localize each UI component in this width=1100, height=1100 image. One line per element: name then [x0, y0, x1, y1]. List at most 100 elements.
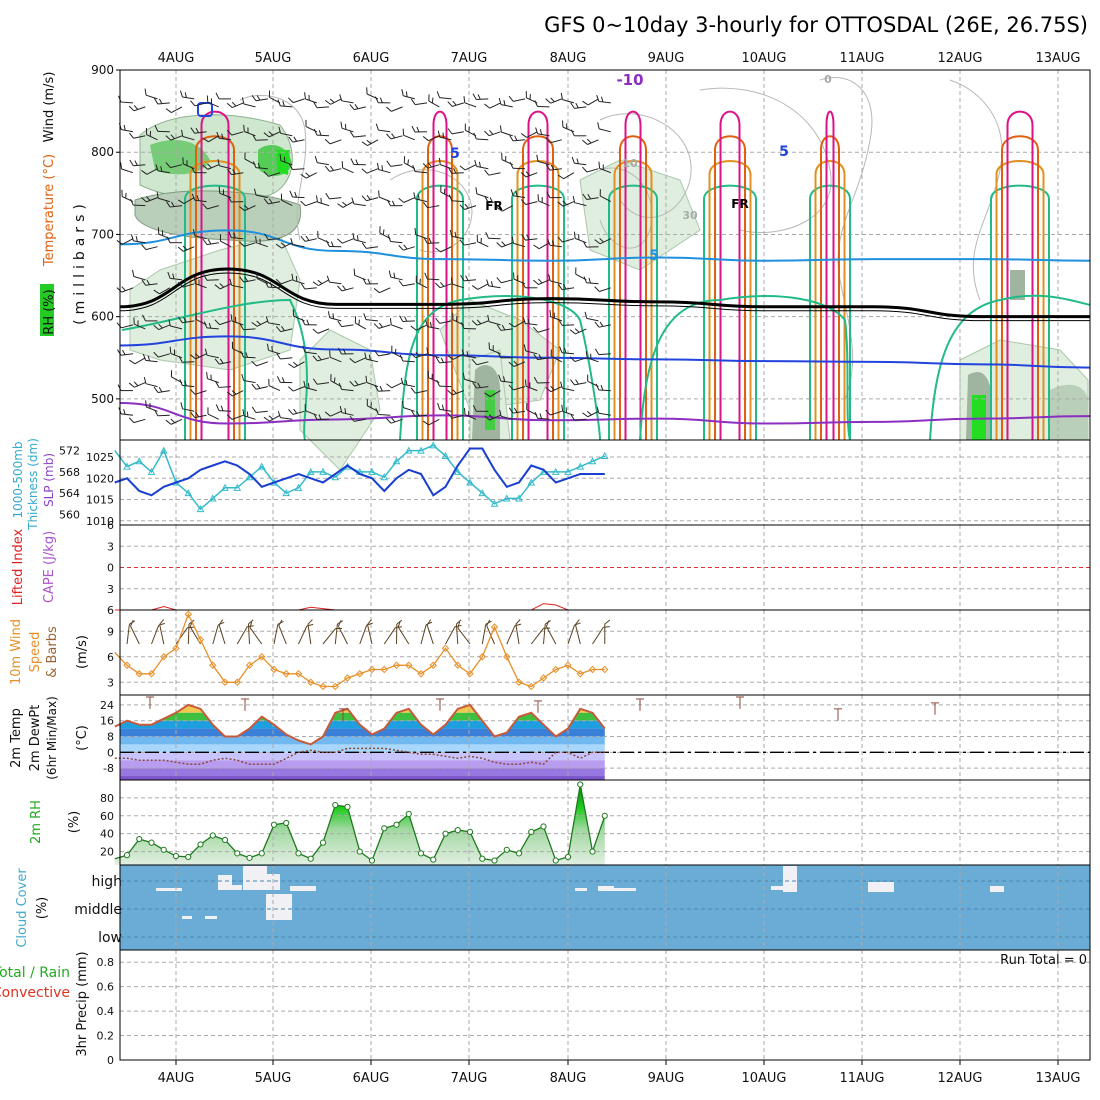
- barb-flag: [191, 166, 195, 173]
- barb-flag: [226, 102, 233, 108]
- thickness-marker: [184, 489, 193, 497]
- wind-barb: [203, 274, 219, 281]
- barb-flag: [195, 312, 197, 320]
- wind-barb: [178, 356, 195, 363]
- barb-flag: [306, 319, 310, 325]
- barb-staff: [316, 134, 330, 137]
- wind-barb: [215, 92, 231, 100]
- wind10-marker: [417, 670, 425, 678]
- barb-flag: [239, 276, 245, 283]
- wind-barb: [596, 94, 611, 104]
- barb-flag: [582, 193, 588, 200]
- barb-flag: [178, 199, 185, 205]
- barb-flag: [259, 238, 261, 245]
- barb-flag: [230, 314, 233, 322]
- wind10-marker: [454, 661, 462, 669]
- wind10-marker: [380, 665, 388, 674]
- barb-flag: [524, 379, 527, 387]
- barb-staff: [562, 410, 575, 416]
- precip-tick-label: 0.8: [97, 956, 115, 969]
- barb-staff: [133, 135, 146, 139]
- wind-barb: [533, 376, 550, 384]
- wind-tick-label: 6: [107, 651, 114, 664]
- barb-flag: [368, 354, 371, 361]
- barb-flag: [210, 98, 213, 104]
- barb-flag: [499, 409, 502, 417]
- wind-barb: [145, 400, 158, 412]
- barb-staff: [366, 168, 379, 174]
- wind10-barb: [396, 619, 403, 645]
- wind-barb: [206, 371, 219, 384]
- wind-barb: [329, 350, 342, 363]
- barb-flag: [426, 619, 432, 626]
- barb-staff: [187, 623, 190, 645]
- barb-staff: [439, 361, 452, 364]
- wind-barb: [214, 319, 232, 326]
- barb-flag: [364, 352, 367, 360]
- wind10-marker: [441, 644, 450, 652]
- barb-flag: [194, 353, 200, 358]
- wind-barb: [181, 129, 195, 141]
- barb-staff: [451, 172, 464, 174]
- thickness-marker: [576, 462, 585, 470]
- wind10-barb: [592, 626, 610, 645]
- barb-staff: [130, 625, 140, 645]
- barb-flag: [399, 354, 404, 362]
- wind-barb: [582, 240, 599, 248]
- barb-staff: [194, 235, 207, 240]
- barb-flag: [186, 160, 188, 166]
- barb-staff: [599, 287, 611, 292]
- date-label-top: 11AUG: [839, 51, 884, 66]
- thickness-marker: [282, 489, 291, 497]
- upper-ylabels: [40, 284, 54, 336]
- barb-flag: [407, 159, 409, 165]
- temp-band: [120, 704, 605, 713]
- barb-staff: [146, 134, 158, 141]
- barb-flag: [158, 386, 163, 393]
- wind10-barb: [574, 619, 581, 645]
- wind-barb: [425, 320, 440, 330]
- barb-flag: [379, 226, 381, 233]
- barb-flag: [134, 160, 138, 166]
- barb-flag: [412, 164, 416, 172]
- wind-barb: [142, 353, 158, 363]
- wind-barb: [523, 344, 538, 355]
- barb-flag: [129, 159, 134, 167]
- wind-barb: [180, 402, 195, 412]
- wind-barb: [533, 353, 550, 361]
- wind-barb: [255, 236, 268, 248]
- barb-flag: [461, 349, 465, 357]
- barb-staff: [280, 279, 293, 285]
- rh-bright-area: [276, 150, 290, 175]
- wind-barb: [350, 158, 366, 166]
- wind-barb: [349, 380, 366, 387]
- barb-flag: [251, 321, 258, 327]
- barb-staff: [427, 326, 440, 330]
- barb-flag: [423, 237, 428, 244]
- barb-flag: [431, 97, 434, 104]
- barb-flag: [132, 269, 135, 277]
- barb-staff: [243, 356, 256, 359]
- barb-staff: [267, 286, 281, 289]
- barb-flag: [475, 187, 478, 194]
- barb-flag: [557, 283, 563, 290]
- isotherm-FR-double: [119, 272, 1090, 322]
- barb-flag: [218, 619, 224, 626]
- barb-flag: [562, 284, 567, 290]
- barb-staff: [476, 193, 489, 199]
- wind10-marker: [123, 661, 131, 669]
- barb-staff: [317, 357, 330, 362]
- wind-barb: [435, 246, 452, 253]
- cloud-block: [156, 888, 182, 891]
- barb-flag: [403, 244, 408, 250]
- wind-barb: [509, 161, 526, 170]
- temperature-contour: [189, 159, 241, 440]
- wind10-barb: [307, 619, 313, 645]
- barb-flag: [203, 321, 208, 329]
- barb-staff: [488, 131, 501, 137]
- barb-staff: [268, 172, 281, 177]
- wind-barb: [374, 350, 391, 357]
- barb-flag: [221, 133, 224, 139]
- barb-flag: [457, 621, 461, 629]
